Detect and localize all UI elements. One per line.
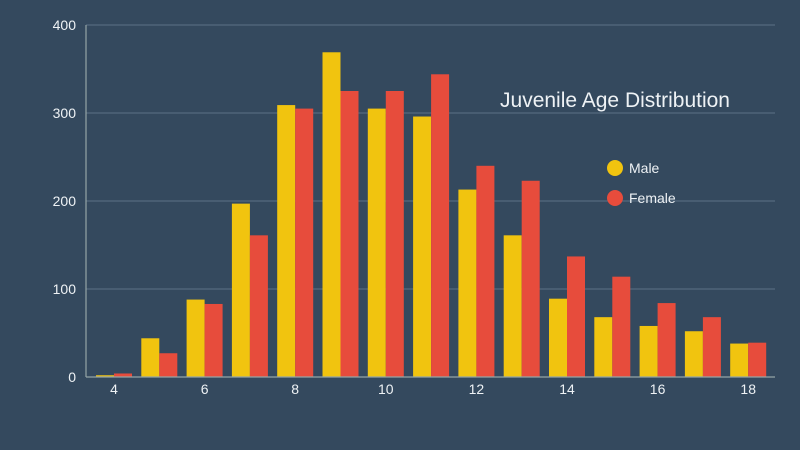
y-tick-label: 0 — [68, 369, 76, 385]
bar-female-17 — [702, 317, 721, 377]
bar-male-9 — [322, 52, 341, 377]
bar-male-7 — [231, 203, 250, 377]
x-tick-label: 16 — [650, 381, 666, 397]
y-tick-label: 200 — [53, 193, 77, 209]
bar-female-11 — [431, 74, 450, 377]
x-tick-label: 12 — [469, 381, 485, 397]
bar-female-13 — [521, 180, 540, 377]
y-tick-label: 100 — [53, 281, 77, 297]
bar-female-9 — [340, 91, 359, 377]
y-tick-label: 300 — [53, 105, 77, 121]
bar-male-13 — [503, 235, 522, 377]
bar-male-4 — [96, 375, 114, 377]
x-tick-label: 6 — [201, 381, 209, 397]
bar-female-4 — [114, 373, 132, 377]
legend-marker-male — [607, 160, 623, 176]
bar-female-16 — [657, 303, 676, 377]
legend-marker-female — [607, 190, 623, 206]
bar-male-18 — [730, 343, 749, 377]
legend-label-female: Female — [629, 190, 676, 206]
x-tick-label: 18 — [740, 381, 756, 397]
bar-female-12 — [476, 165, 495, 377]
x-tick-label: 8 — [291, 381, 299, 397]
bar-male-6 — [186, 299, 205, 377]
bar-female-5 — [159, 353, 178, 377]
chart-title: Juvenile Age Distribution — [500, 89, 730, 112]
bar-male-11 — [413, 116, 432, 378]
bar-male-15 — [594, 317, 613, 377]
y-tick-label: 400 — [53, 17, 77, 33]
bar-male-14 — [549, 298, 567, 377]
bars — [96, 52, 767, 378]
bar-male-17 — [684, 331, 703, 377]
bar-female-10 — [385, 91, 404, 377]
bar-male-12 — [458, 189, 477, 377]
bar-female-8 — [295, 108, 314, 377]
bar-male-5 — [141, 338, 160, 377]
bar-female-7 — [249, 235, 268, 377]
bar-female-18 — [748, 342, 767, 377]
bar-female-14 — [567, 256, 585, 377]
x-tick-label: 10 — [378, 381, 394, 397]
x-tick-label: 14 — [559, 381, 575, 397]
bar-male-10 — [367, 108, 386, 377]
y-axis-ticks: 0 100 200 300 400 — [53, 17, 77, 385]
x-axis-ticks: 4 6 8 10 12 14 16 18 — [110, 381, 756, 397]
bar-female-6 — [204, 303, 223, 377]
legend-label-male: Male — [629, 160, 660, 176]
legend: Male Female — [607, 160, 676, 206]
bar-male-8 — [277, 105, 296, 377]
bar-female-15 — [612, 276, 631, 377]
axes — [85, 25, 775, 378]
bar-male-16 — [639, 325, 658, 377]
x-tick-label: 4 — [110, 381, 118, 397]
